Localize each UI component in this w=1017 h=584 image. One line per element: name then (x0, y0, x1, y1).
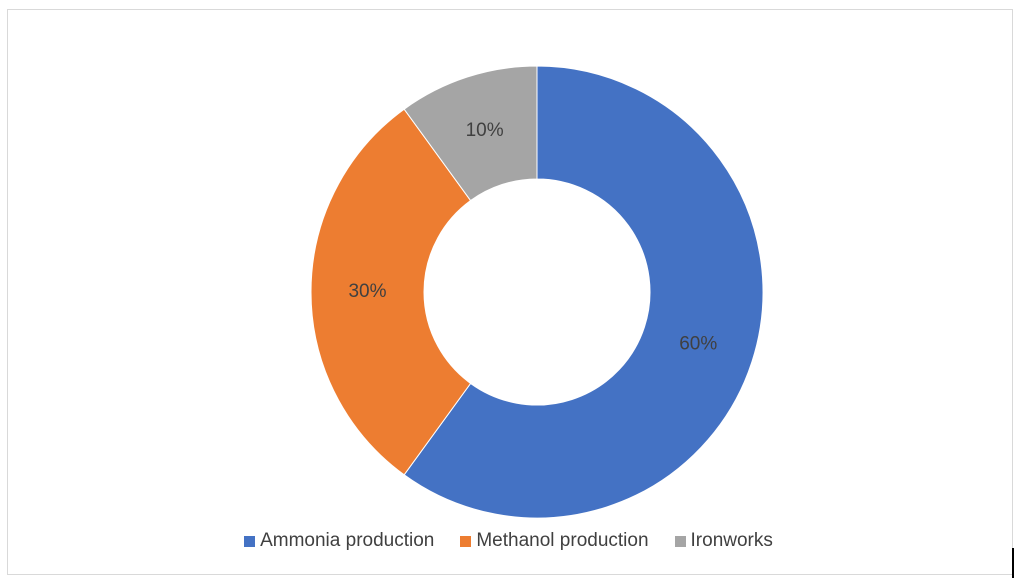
donut-slice-methanol (310, 108, 472, 476)
legend-label-methanol: Methanol production (476, 530, 649, 551)
legend-label-ironworks: Ironworks (690, 530, 773, 551)
donut-slice-label-ironworks: 10% (466, 120, 504, 141)
legend-swatch-ammonia (244, 535, 256, 547)
legend-item-ammonia: Ammonia production (244, 530, 434, 552)
donut-slice-label-methanol: 30% (348, 281, 386, 302)
legend-label-ammonia: Ammonia production (260, 530, 435, 551)
donut-labels: 60% 30% 10% (348, 120, 717, 355)
legend-swatch-methanol (460, 535, 472, 547)
legend-item-ironworks: Ironworks (674, 530, 773, 552)
chart-legend: Ammonia production Methanol production I… (0, 530, 1017, 552)
donut-slice-ironworks (403, 65, 538, 202)
donut-slice-label-ammonia: 60% (679, 333, 717, 354)
legend-item-methanol: Methanol production (460, 530, 649, 552)
donut-slices (310, 65, 764, 519)
edge-mark (1012, 548, 1014, 578)
donut-chart: 60% 30% 10% (310, 65, 764, 519)
legend-swatch-ironworks (674, 535, 686, 547)
donut-slice-ammonia (403, 65, 764, 519)
